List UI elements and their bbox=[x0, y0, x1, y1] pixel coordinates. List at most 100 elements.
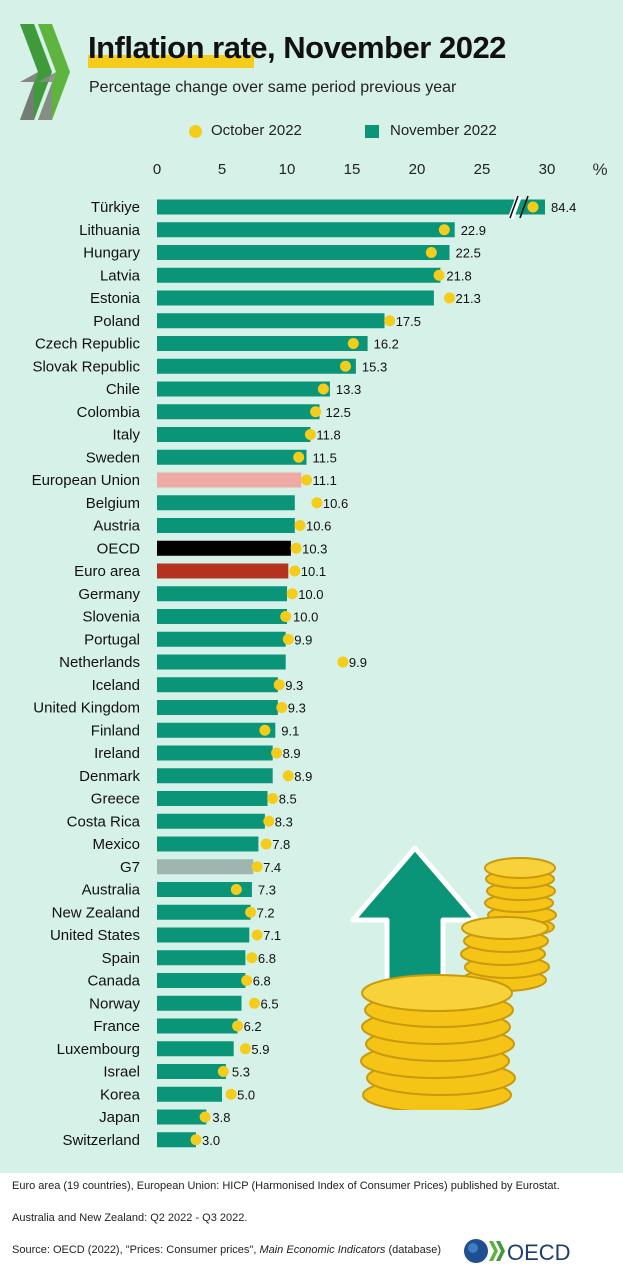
value-label: 6.8 bbox=[258, 951, 276, 966]
october-dot bbox=[267, 793, 279, 804]
category-label: Greece bbox=[91, 791, 140, 808]
footer-source: Source: OECD (2022), "Prices: Consumer p… bbox=[12, 1244, 441, 1256]
category-label: European Union bbox=[32, 472, 140, 489]
value-label: 3.8 bbox=[212, 1110, 230, 1125]
category-label: Chile bbox=[106, 381, 140, 398]
value-label: 5.3 bbox=[232, 1065, 250, 1080]
october-dot bbox=[301, 474, 312, 486]
bar bbox=[157, 631, 286, 647]
bar bbox=[157, 540, 291, 556]
bar bbox=[157, 995, 242, 1011]
october-dot bbox=[263, 815, 275, 827]
axis-break-mark bbox=[519, 195, 529, 219]
x-tick-label: 30 bbox=[539, 161, 556, 178]
category-label: Switzerland bbox=[62, 1132, 140, 1149]
x-tick-label: 0 bbox=[153, 161, 161, 178]
bar bbox=[157, 313, 385, 329]
value-label: 7.8 bbox=[272, 837, 290, 852]
oecd-logo-icon: OECD bbox=[464, 1239, 571, 1265]
value-label: 7.3 bbox=[258, 883, 276, 898]
oecd-logo-text: OECD bbox=[507, 1240, 571, 1265]
value-label: 7.1 bbox=[263, 928, 281, 943]
category-label: Slovak Republic bbox=[32, 358, 140, 375]
title-highlight bbox=[88, 55, 254, 68]
value-label: 21.3 bbox=[456, 291, 481, 306]
bar bbox=[157, 768, 273, 784]
value-label: 9.1 bbox=[281, 723, 299, 738]
october-dot bbox=[251, 861, 263, 873]
bar bbox=[157, 1132, 196, 1148]
x-tick-label: 10 bbox=[279, 161, 296, 178]
bar bbox=[157, 904, 251, 920]
bar bbox=[157, 859, 254, 875]
october-dot bbox=[311, 497, 323, 509]
october-dot bbox=[217, 1066, 229, 1077]
value-label: 16.2 bbox=[374, 337, 399, 352]
october-dot bbox=[438, 224, 450, 236]
october-dot bbox=[282, 633, 294, 645]
x-tick-label: 15 bbox=[344, 161, 361, 178]
value-label: 17.5 bbox=[396, 314, 421, 329]
bar bbox=[157, 267, 441, 283]
category-label: Spain bbox=[102, 950, 140, 967]
october-dot bbox=[259, 724, 271, 736]
source-italic: Main Economic Indicators bbox=[259, 1244, 386, 1256]
october-dot bbox=[241, 975, 253, 986]
october-dot bbox=[317, 383, 329, 395]
bar-chart: 0 5 10 15 20 25 30 % Türkiye 84.4 Lithuania 22.9 Hun… bbox=[32, 160, 608, 1149]
category-label: Canada bbox=[87, 973, 140, 990]
value-label: 8.5 bbox=[279, 792, 297, 807]
october-dot bbox=[251, 929, 263, 941]
october-dot bbox=[337, 656, 349, 668]
category-label: Germany bbox=[78, 586, 140, 603]
category-label: United Kingdom bbox=[33, 700, 140, 717]
category-label: Türkiye bbox=[91, 199, 140, 216]
bar bbox=[157, 336, 368, 351]
bar bbox=[157, 199, 545, 215]
footer-note-2: Australia and New Zealand: Q2 2022 - Q3 … bbox=[12, 1212, 248, 1224]
category-label: Euro area bbox=[74, 563, 141, 580]
bar bbox=[157, 609, 287, 624]
category-label: Israel bbox=[103, 1064, 140, 1081]
value-label: 9.9 bbox=[349, 655, 367, 670]
category-label: Czech Republic bbox=[35, 336, 141, 353]
category-label: Portugal bbox=[84, 631, 140, 648]
october-dot bbox=[245, 906, 257, 918]
bar bbox=[157, 973, 246, 988]
october-dot bbox=[286, 588, 298, 600]
bar bbox=[157, 563, 289, 579]
october-dot bbox=[225, 1088, 237, 1100]
axis-break-mark bbox=[509, 195, 519, 219]
category-label: Sweden bbox=[86, 449, 140, 466]
october-dot bbox=[271, 747, 283, 759]
category-label: Lithuania bbox=[79, 222, 141, 239]
october-dot bbox=[249, 997, 260, 1009]
value-label: 84.4 bbox=[551, 200, 576, 215]
october-dot bbox=[527, 201, 539, 213]
bar bbox=[157, 950, 246, 966]
chart-title: Inflation rate, November 2022 bbox=[88, 30, 506, 65]
category-label: Colombia bbox=[77, 404, 141, 421]
october-dot bbox=[276, 702, 288, 713]
x-tick-label: 25 bbox=[474, 161, 491, 178]
october-dot bbox=[425, 247, 437, 258]
october-dot bbox=[246, 952, 258, 964]
october-dot bbox=[347, 338, 359, 349]
category-label: Ireland bbox=[94, 745, 140, 762]
value-label: 5.9 bbox=[251, 1042, 269, 1057]
category-label: Australia bbox=[82, 882, 141, 899]
october-dot bbox=[273, 679, 285, 691]
category-label: Slovenia bbox=[82, 609, 140, 626]
category-label: France bbox=[93, 1018, 140, 1035]
category-label: Korea bbox=[100, 1086, 141, 1103]
october-dot bbox=[230, 884, 242, 895]
bar bbox=[157, 495, 295, 511]
legend-november-marker bbox=[365, 125, 379, 138]
bar bbox=[157, 404, 320, 420]
value-label: 6.8 bbox=[253, 974, 271, 989]
value-label: 10.6 bbox=[323, 496, 348, 511]
october-dot bbox=[199, 1111, 211, 1123]
category-label: United States bbox=[50, 927, 140, 944]
october-dot bbox=[289, 565, 301, 577]
value-label: 10.1 bbox=[301, 564, 326, 579]
